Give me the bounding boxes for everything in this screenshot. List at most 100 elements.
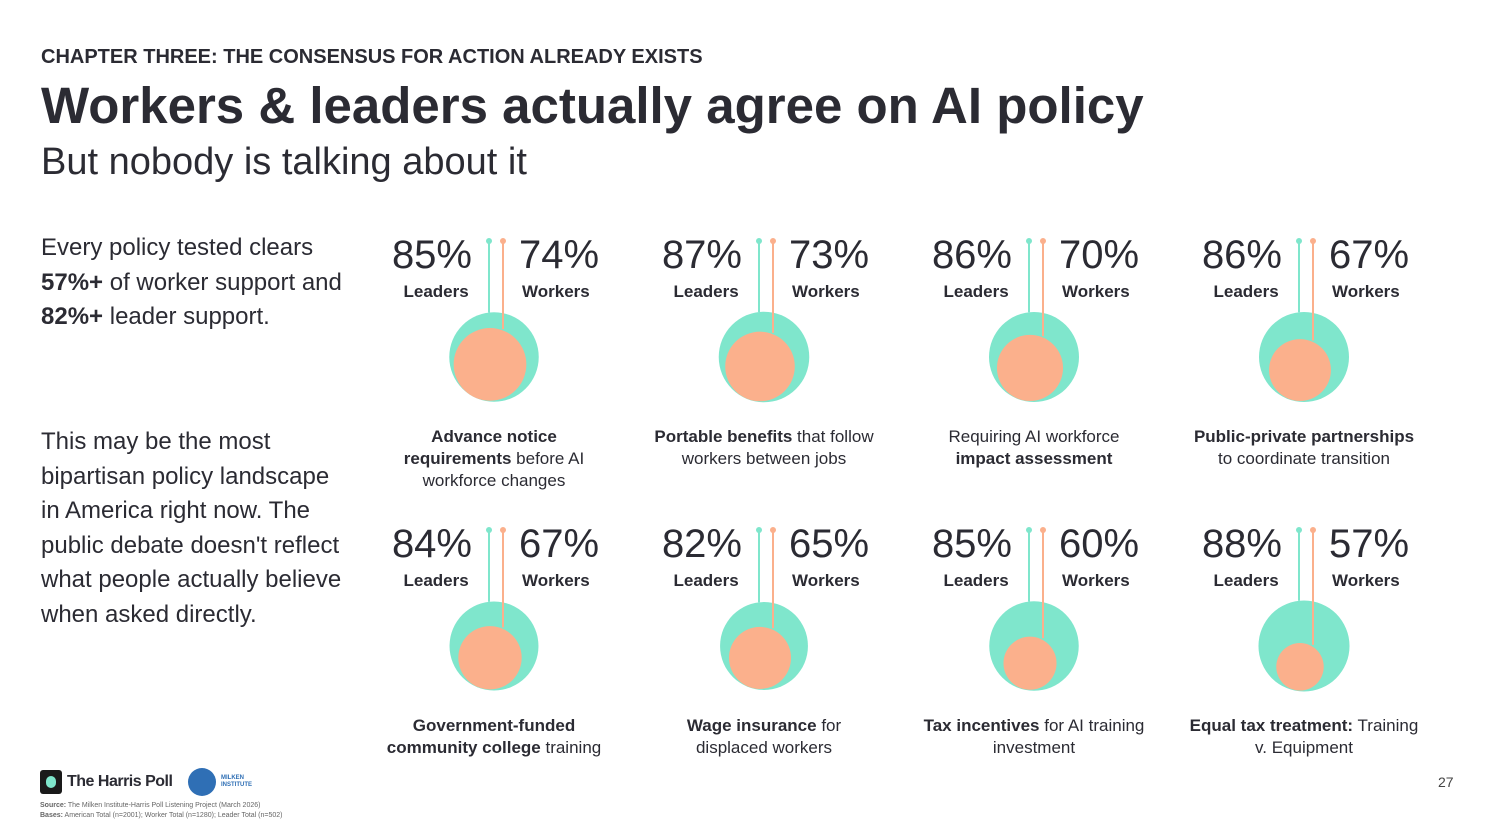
caption: Public-private partnerships to coordinat… bbox=[1189, 426, 1419, 470]
leader-value: 86% bbox=[1201, 233, 1282, 277]
leader-value: 87% bbox=[661, 233, 742, 277]
legend-leaders: Leaders bbox=[943, 282, 1009, 301]
text-run: impact assessment bbox=[955, 449, 1113, 468]
worker-value: 67% bbox=[1329, 233, 1410, 277]
leader-value: 85% bbox=[391, 233, 472, 277]
worker-dot bbox=[770, 238, 776, 244]
caption: Government-funded community college trai… bbox=[379, 715, 609, 759]
worker-dot bbox=[500, 238, 506, 244]
leader-value: 86% bbox=[931, 233, 1012, 277]
text-run: 57%+ bbox=[41, 268, 104, 296]
text-run: Public-private partnerships bbox=[1193, 427, 1415, 446]
text-run: Wage insurance bbox=[686, 716, 817, 735]
milken-logo: MILKEN INSTITUTE bbox=[221, 775, 252, 788]
bases-label: Bases: bbox=[40, 812, 63, 819]
worker-dot bbox=[500, 527, 506, 533]
worker-dot bbox=[1040, 238, 1046, 244]
harris-logo-icon bbox=[40, 770, 62, 794]
caption: Portable benefits that follow workers be… bbox=[649, 426, 879, 470]
kicker: CHAPTER THREE: THE CONSENSUS FOR ACTION … bbox=[41, 46, 703, 68]
legend-workers: Workers bbox=[792, 571, 860, 590]
legend-workers: Workers bbox=[792, 282, 860, 301]
text-run: training bbox=[540, 738, 602, 757]
worker-circle bbox=[1276, 643, 1324, 691]
text-run: of worker support and bbox=[103, 268, 342, 296]
worker-dot bbox=[1040, 527, 1046, 533]
legend-leaders: Leaders bbox=[1213, 282, 1279, 301]
leader-dot bbox=[756, 527, 762, 533]
legend-leaders: Leaders bbox=[673, 282, 739, 301]
leader-value: 88% bbox=[1201, 522, 1282, 566]
caption: Tax incentives for AI training investmen… bbox=[919, 715, 1149, 759]
caption: Equal tax treatment: Training v. Equipme… bbox=[1189, 715, 1419, 759]
caption: Advance notice requirements before AI wo… bbox=[379, 426, 609, 492]
worker-dot bbox=[1310, 238, 1316, 244]
text-run: Portable benefits bbox=[654, 427, 793, 446]
legend-workers: Workers bbox=[522, 571, 590, 590]
worker-dot bbox=[770, 527, 776, 533]
legend-workers: Workers bbox=[522, 282, 590, 301]
page-number: 27 bbox=[1438, 774, 1454, 790]
text-run: leader support. bbox=[103, 303, 270, 330]
worker-value: 70% bbox=[1059, 233, 1140, 277]
worker-circle bbox=[458, 626, 522, 690]
worker-dot bbox=[1310, 527, 1316, 533]
leader-dot bbox=[1296, 527, 1302, 533]
bases: Bases: American Total (n=2001); Worker T… bbox=[40, 812, 283, 819]
text-run: Requiring AI workforce bbox=[948, 427, 1120, 446]
source-text: The Milken Institute-Harris Poll Listeni… bbox=[66, 802, 261, 809]
leader-dot bbox=[1026, 527, 1032, 533]
worker-circle bbox=[725, 331, 795, 402]
source: Source: The Milken Institute-Harris Poll… bbox=[40, 802, 260, 809]
text-run: 82%+ bbox=[41, 303, 104, 330]
legend-leaders: Leaders bbox=[673, 571, 739, 590]
milken-logo-icon bbox=[188, 768, 216, 796]
subtitle: But nobody is talking about it bbox=[41, 141, 527, 183]
title: Workers & leaders actually agree on AI p… bbox=[41, 77, 1144, 134]
leader-dot bbox=[486, 238, 492, 244]
legend-leaders: Leaders bbox=[943, 571, 1009, 590]
sidebar-paragraph: Every policy tested clears 57%+ of worke… bbox=[41, 231, 351, 335]
bases-text: American Total (n=2001); Worker Total (n… bbox=[62, 812, 283, 819]
worker-value: 60% bbox=[1059, 522, 1140, 566]
legend-leaders: Leaders bbox=[403, 571, 469, 590]
worker-circle bbox=[1269, 339, 1331, 402]
text-run: Tax incentives bbox=[923, 716, 1040, 735]
legend-workers: Workers bbox=[1062, 282, 1130, 301]
leader-value: 85% bbox=[931, 522, 1012, 566]
leader-dot bbox=[486, 527, 492, 533]
text-run: Advance notice requirements bbox=[403, 427, 557, 468]
worker-value: 74% bbox=[519, 233, 600, 277]
leader-dot bbox=[1296, 238, 1302, 244]
caption: Wage insurance for displaced workers bbox=[649, 715, 879, 759]
text-run: Equal tax treatment: bbox=[1189, 716, 1354, 735]
leader-value: 84% bbox=[391, 522, 472, 566]
text-run: for displaced workers bbox=[695, 716, 842, 757]
worker-circle bbox=[728, 626, 792, 689]
worker-value: 65% bbox=[789, 522, 870, 566]
worker-circle bbox=[1003, 636, 1057, 690]
caption: Requiring AI workforce impact assessment bbox=[919, 426, 1149, 470]
text-run: before AI workforce changes bbox=[422, 449, 585, 490]
text-run: Government-funded community college bbox=[386, 716, 576, 757]
legend-leaders: Leaders bbox=[1213, 571, 1279, 590]
text-run: Training v. Equipment bbox=[1255, 716, 1419, 757]
worker-circle bbox=[996, 334, 1064, 401]
legend-leaders: Leaders bbox=[403, 282, 469, 301]
worker-value: 67% bbox=[519, 522, 600, 566]
source-label: Source: bbox=[40, 802, 67, 809]
harris-logo: The Harris Poll bbox=[67, 773, 173, 790]
worker-circle bbox=[453, 328, 527, 401]
legend-workers: Workers bbox=[1332, 282, 1400, 301]
sidebar-paragraph: This may be the most bipartisan policy l… bbox=[41, 425, 351, 632]
worker-value: 57% bbox=[1329, 522, 1410, 566]
legend-workers: Workers bbox=[1332, 571, 1400, 590]
leader-dot bbox=[1026, 238, 1032, 244]
text-run: to coordinate transition bbox=[1218, 449, 1390, 468]
text-run: for AI training investment bbox=[992, 716, 1145, 757]
leader-dot bbox=[756, 238, 762, 244]
text-run: This may be the most bipartisan policy l… bbox=[41, 428, 342, 628]
text-run: Every policy tested clears bbox=[41, 234, 314, 261]
legend-workers: Workers bbox=[1062, 571, 1130, 590]
